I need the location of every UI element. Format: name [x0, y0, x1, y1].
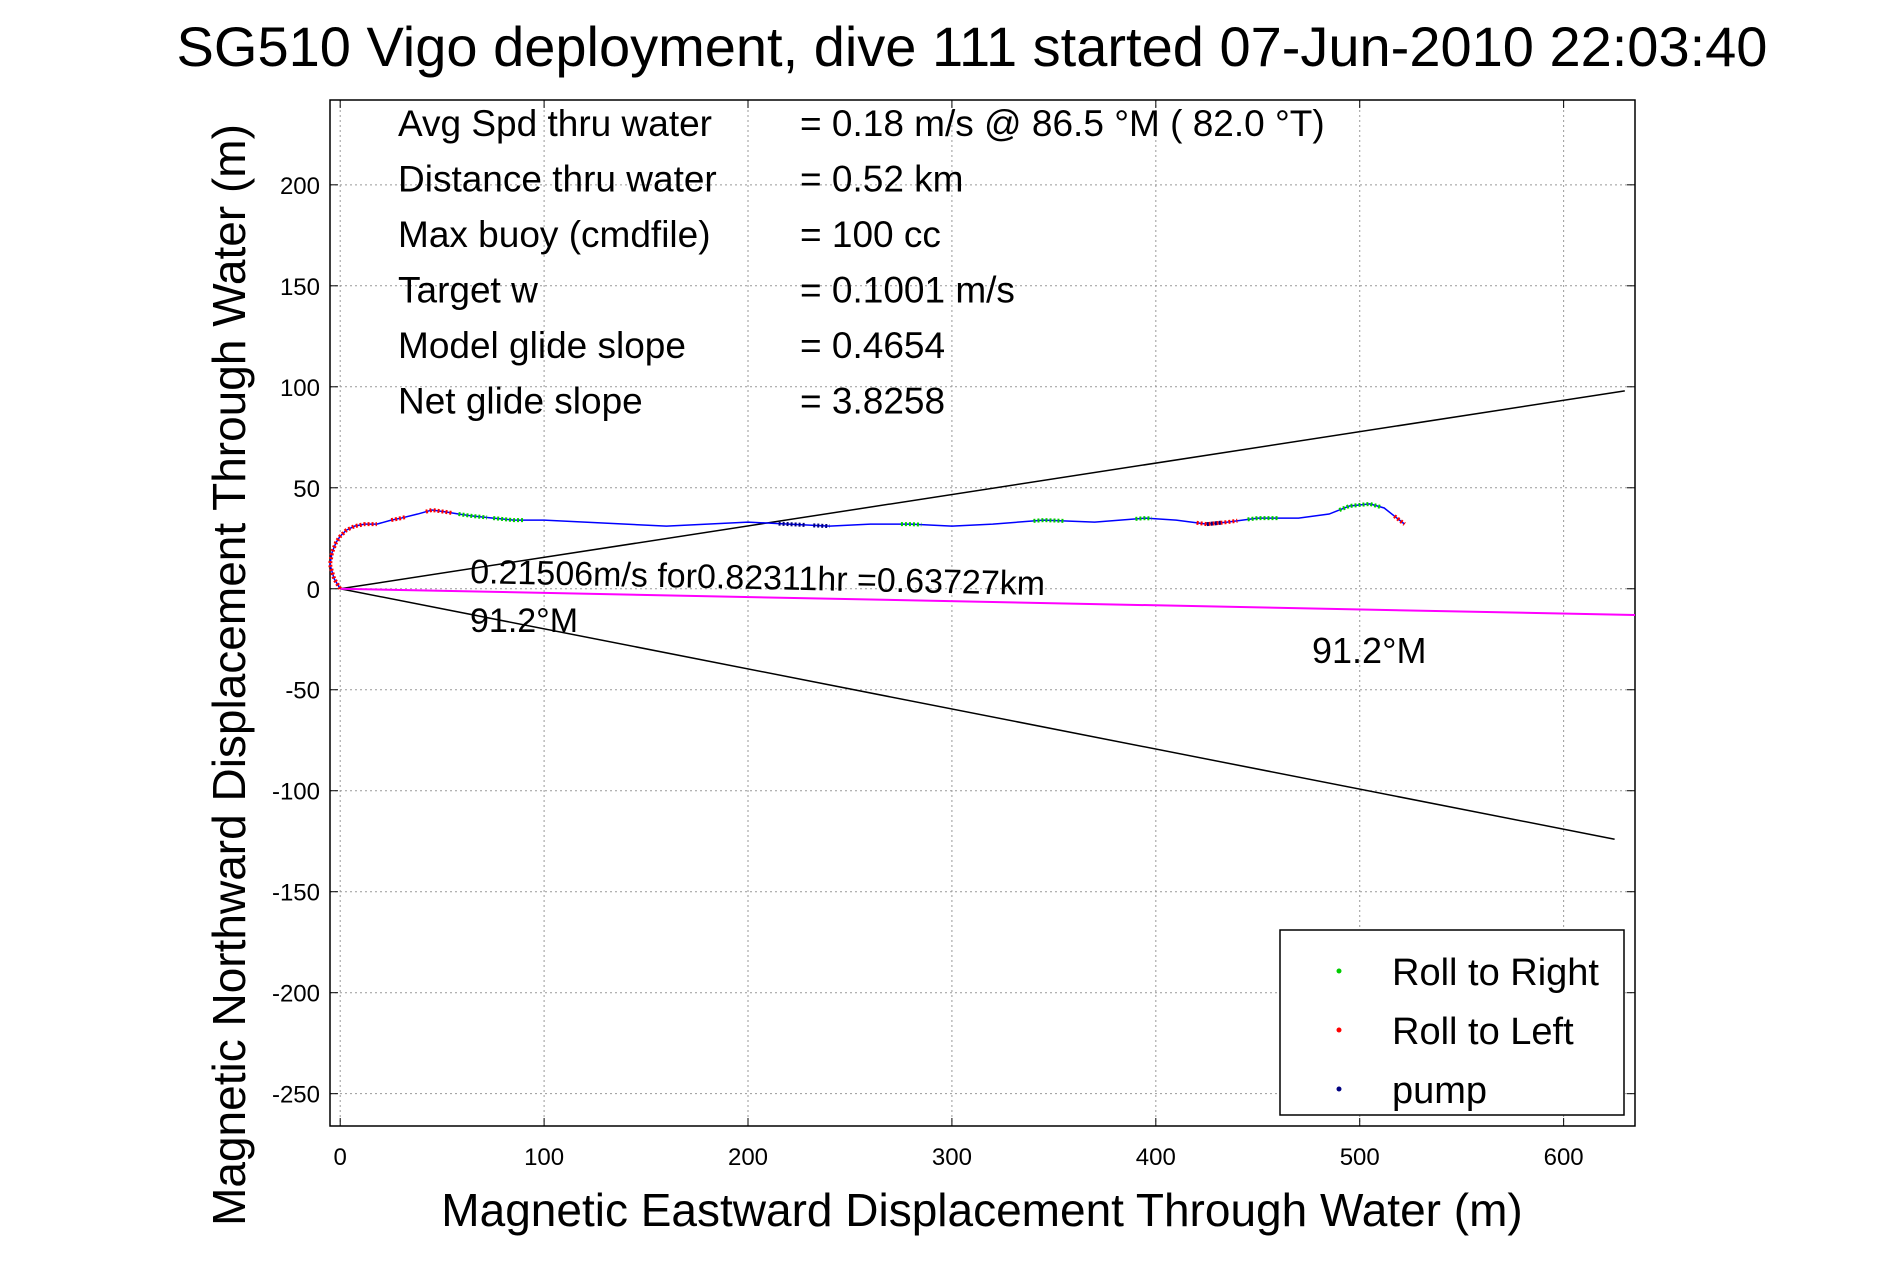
roll-right-marker	[1247, 516, 1279, 522]
stat-value: = 0.1001 m/s	[800, 270, 1015, 311]
stats-block: Avg Spd thru water = 0.18 m/s @ 86.5 °M (…	[398, 103, 1325, 422]
y-tick-label: -150	[272, 880, 320, 907]
y-tick-label: -100	[272, 779, 320, 806]
x-axis-label: Magnetic Eastward Displacement Through W…	[441, 1184, 1522, 1236]
x-axis-ticks: 0 100 200 300 400 500 600	[334, 100, 1584, 1171]
cone-line	[340, 390, 1625, 590]
roll-right-marker	[1338, 501, 1381, 512]
track-markers	[327, 501, 1406, 590]
y-tick-label: -50	[285, 678, 320, 705]
roll-left-marker	[390, 515, 406, 523]
legend-box	[1279, 929, 1625, 1116]
legend-swatch	[1336, 1027, 1342, 1033]
legend-label: Roll to Right	[1392, 952, 1599, 994]
stat-value: = 0.52 km	[800, 159, 964, 200]
x-tick-label: 200	[728, 1144, 768, 1171]
stat-label: Model glide slope	[398, 325, 686, 366]
roll-right-marker	[1135, 516, 1152, 521]
x-tick-label: 500	[1340, 1144, 1380, 1171]
x-tick-label: 100	[524, 1144, 564, 1171]
y-tick-label: 100	[280, 375, 320, 402]
stat-label: Net glide slope	[398, 381, 643, 422]
drift-annotation: 0.21506m/s for0.82311hr =0.63727km	[470, 553, 1046, 603]
roll-right-marker	[1033, 518, 1065, 523]
y-axis-ticks: -250 -200 -150 -100 -50 0 50 100 150 200	[272, 173, 1635, 1109]
legend-label: Roll to Left	[1392, 1011, 1574, 1053]
chart-title: SG510 Vigo deployment, dive 111 started …	[177, 15, 1768, 78]
stat-value: = 100 cc	[800, 214, 941, 255]
stat-label: Avg Spd thru water	[398, 103, 712, 144]
pump-marker	[778, 521, 806, 527]
y-tick-label: 150	[280, 274, 320, 301]
plot-frame	[329, 99, 1636, 1127]
legend: Roll to Right Roll to Left pump	[1279, 929, 1625, 1116]
y-tick-label: 200	[280, 173, 320, 200]
stat-label: Distance thru water	[398, 159, 717, 200]
drift-line	[340, 587, 1636, 617]
cone-line	[340, 588, 1615, 840]
roll-right-marker	[492, 516, 524, 523]
roll-right-marker	[458, 512, 488, 520]
heading-cone-lines	[340, 390, 1625, 840]
legend-swatch	[1336, 1086, 1342, 1092]
y-tick-label: 0	[307, 577, 320, 604]
pump-marker	[813, 523, 830, 529]
legend-swatch	[1336, 968, 1342, 974]
x-tick-label: 400	[1136, 1144, 1176, 1171]
roll-right-marker	[900, 522, 922, 527]
roll-left-marker	[327, 522, 377, 590]
legend-label: pump	[1392, 1070, 1487, 1112]
y-tick-label: 50	[293, 476, 320, 503]
roll-left-marker	[1196, 518, 1238, 527]
stat-value: = 3.8258	[800, 381, 945, 422]
stat-label: Max buoy (cmdfile)	[398, 214, 711, 255]
y-tick-label: -250	[272, 1082, 320, 1109]
x-tick-label: 600	[1544, 1144, 1584, 1171]
y-axis-label: Magnetic Northward Displacement Through …	[203, 124, 255, 1226]
drift-heading-label: 91.2°M	[470, 602, 578, 640]
x-tick-label: 0	[334, 1144, 347, 1171]
roll-left-marker	[425, 507, 453, 515]
x-tick-label: 300	[932, 1144, 972, 1171]
stat-value: = 0.18 m/s @ 86.5 °M ( 82.0 °T)	[800, 103, 1325, 144]
stat-label: Target w	[398, 270, 538, 311]
y-tick-label: -200	[272, 981, 320, 1008]
stat-value: = 0.4654	[800, 325, 945, 366]
end-heading-label: 91.2°M	[1312, 630, 1426, 671]
